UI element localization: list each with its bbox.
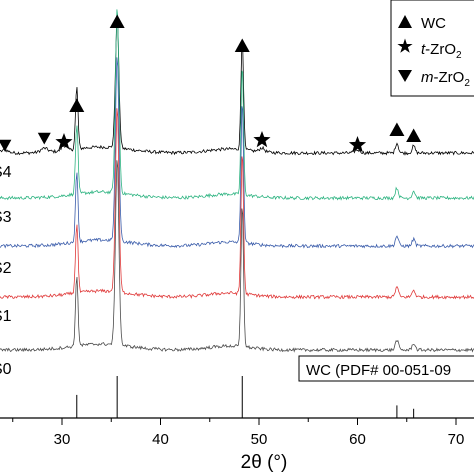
legend-m-zro2-symbol [398, 70, 412, 82]
x-tick-label: 40 [152, 431, 169, 448]
series-labels: S4 S3 S2 S1 S0 [0, 164, 12, 378]
trace-s4 [0, 18, 474, 156]
wc-peak-marker [109, 14, 125, 28]
legend-t-zro2-label: t-ZrO2 [421, 41, 462, 61]
pdf-label: WC (PDF# 00-051-09 [306, 362, 451, 379]
m-zro2-peak-marker [0, 139, 12, 152]
series-label-s4: S4 [0, 164, 12, 181]
wc-peak-marker [69, 98, 85, 112]
x-axis: 304050607080 [0, 417, 474, 448]
traces-layer [0, 9, 474, 353]
legend-m-zro2-label: m-ZrO2 [421, 69, 470, 89]
wc-peak-marker [406, 128, 422, 142]
legend: WC t-ZrO2 m-ZrO2 [390, 0, 474, 97]
x-tick-label: 70 [448, 431, 465, 448]
pdf-reference-sticks [76, 376, 415, 418]
series-label-s3: S3 [0, 209, 12, 226]
t-zro2-peak-marker [253, 131, 271, 148]
series-label-s2: S2 [0, 260, 12, 277]
t-zro2-peak-marker [348, 136, 367, 153]
x-tick-label: 50 [251, 431, 268, 448]
x-axis-title: 2θ (°) [241, 452, 288, 473]
x-tick-label: 30 [54, 431, 71, 448]
wc-peak-marker [389, 122, 405, 136]
x-tick-label: 60 [349, 431, 366, 448]
trace-s3 [0, 9, 474, 201]
trace-s1 [0, 108, 474, 300]
m-zro2-peak-marker [37, 132, 51, 145]
legend-wc-label: WC [421, 15, 446, 32]
peak-markers-layer [0, 14, 422, 153]
legend-t-zro2-symbol [397, 38, 413, 53]
wc-peak-marker [234, 38, 250, 52]
t-zro2-peak-marker [55, 133, 73, 150]
series-label-s1: S1 [0, 308, 12, 325]
legend-wc-symbol [398, 15, 412, 28]
trace-s2 [0, 57, 474, 249]
trace-s0 [0, 160, 474, 353]
pdf-label-frame [298, 355, 474, 382]
pdf-reference-box: WC (PDF# 00-051-09 [298, 355, 474, 382]
series-label-s0: S0 [0, 361, 12, 378]
